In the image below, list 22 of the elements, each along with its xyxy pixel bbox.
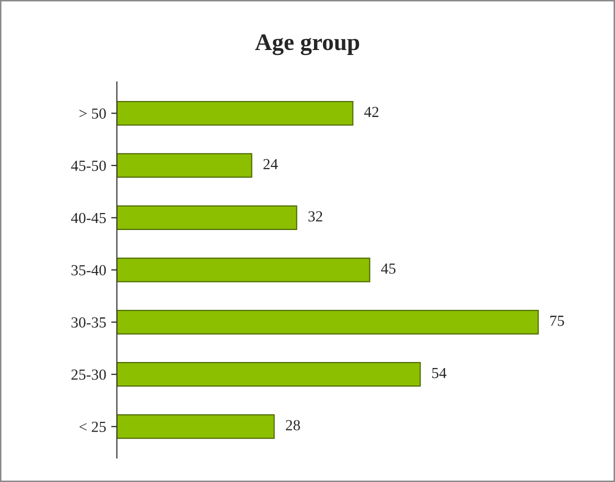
y-tick-label: 35-40: [72, 265, 106, 276]
y-tick-label: < 25: [79, 422, 106, 432]
data-label: 54: [432, 368, 446, 378]
y-tick-label: > 50: [79, 108, 106, 119]
bar: [116, 205, 298, 230]
bar: [116, 310, 539, 334]
bar: [116, 362, 421, 387]
y-tick-label: 25-30: [71, 369, 106, 380]
y-tick-label: 30-35: [72, 317, 106, 328]
bar: [116, 100, 354, 126]
bar: [116, 258, 370, 282]
bar: [116, 153, 252, 178]
y-tick-label: 40-45: [71, 212, 106, 224]
data-label: 32: [308, 211, 322, 222]
data-label: 24: [263, 159, 278, 170]
data-label: 75: [550, 316, 564, 326]
chart-title: Age group: [255, 34, 360, 56]
y-tick-label: 45-50: [71, 160, 106, 171]
bar: [116, 414, 275, 439]
data-label: 42: [364, 106, 378, 117]
data-label: 28: [286, 420, 300, 430]
data-label: 45: [381, 264, 396, 274]
